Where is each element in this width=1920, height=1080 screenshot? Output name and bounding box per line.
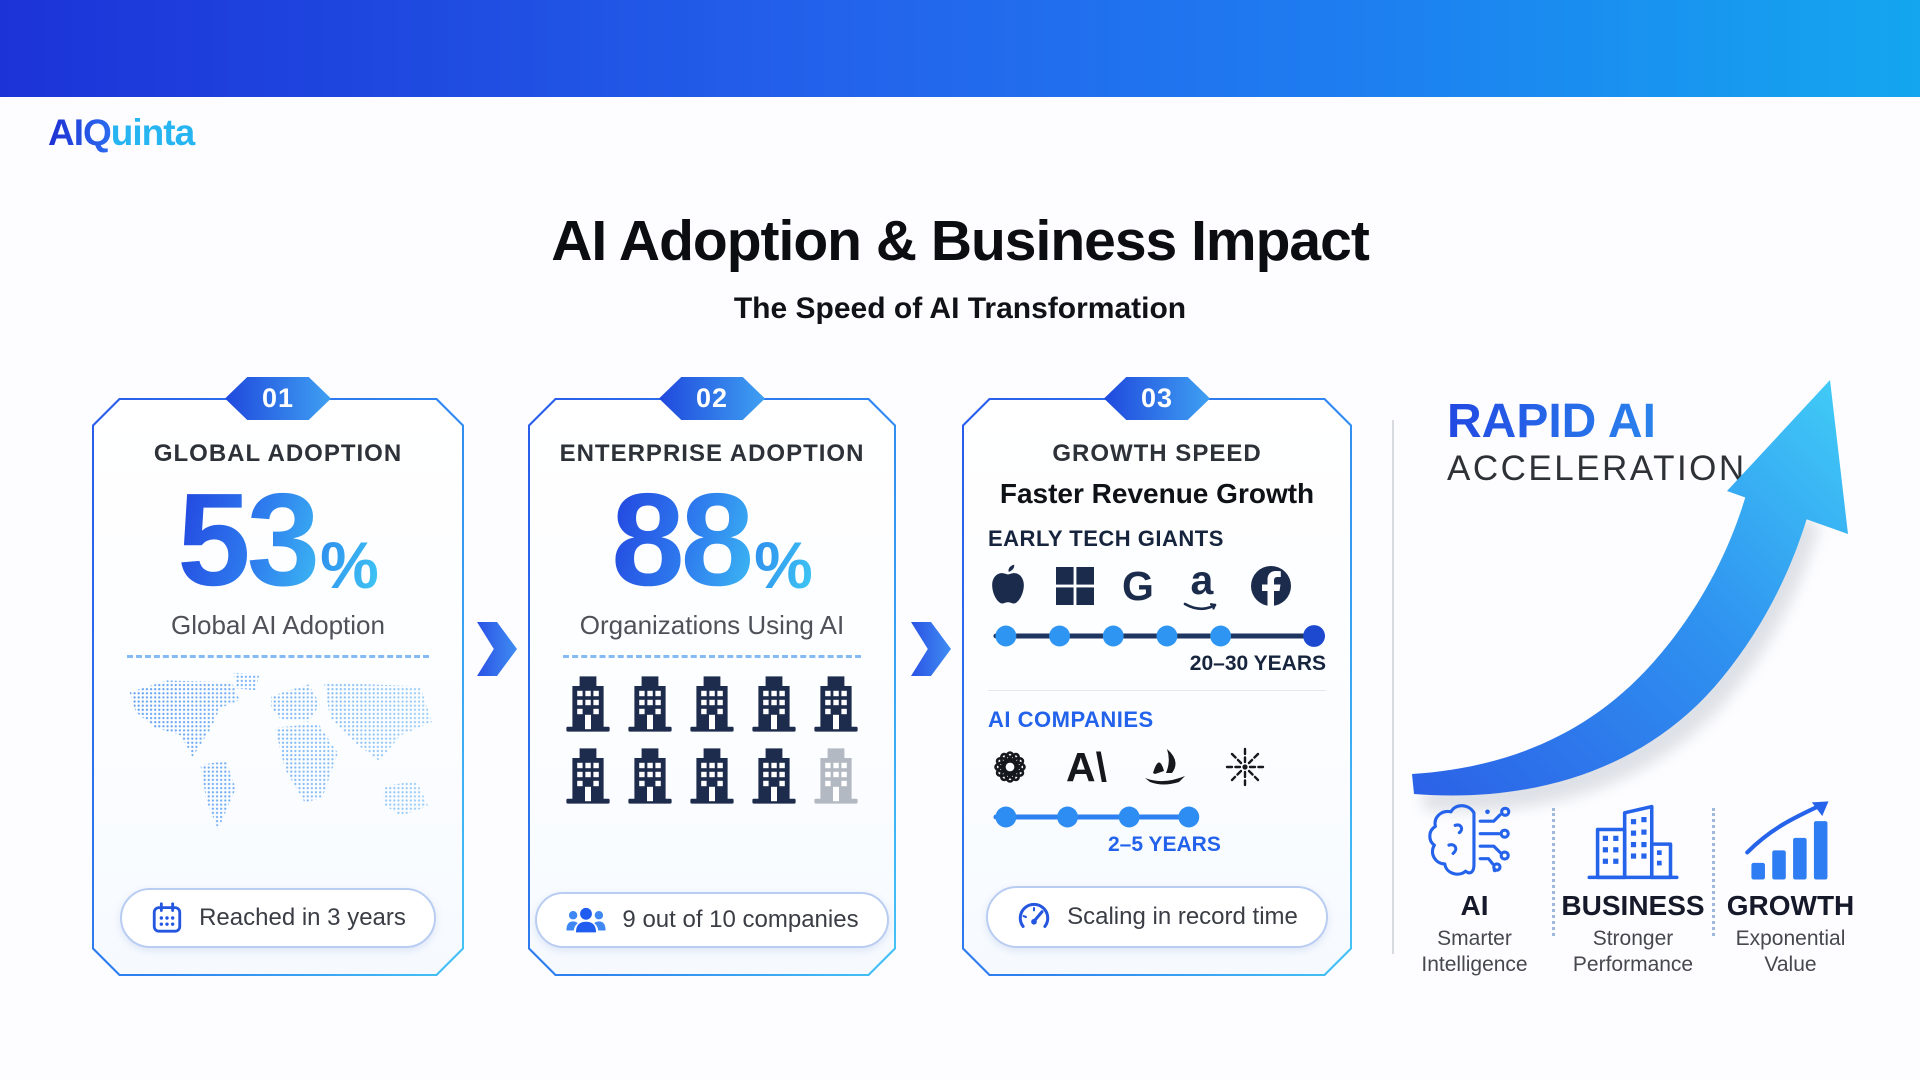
people-group-icon: [565, 905, 607, 935]
openai-logo-icon: [988, 745, 1032, 789]
ai-companies-logos: A\: [988, 743, 1267, 791]
stat-label: Organizations Using AI: [579, 610, 845, 640]
panel-divider: [1392, 420, 1394, 954]
card-global-adoption: GLOBAL ADOPTION 53% Global AI Adoption: [92, 377, 464, 976]
step-badge: 02: [659, 377, 765, 420]
tech-giants-label: EARLY TECH GIANTS: [988, 526, 1224, 551]
tech-giants-duration: 20–30 YEARS: [1189, 652, 1326, 675]
stat-number: 88: [611, 466, 751, 613]
impact-item-business: BUSINESS Stronger Performance: [1558, 798, 1708, 979]
building-icon: [750, 676, 798, 732]
facebook-logo-icon: [1250, 565, 1292, 607]
world-map: [116, 670, 440, 848]
speedometer-icon: [1016, 899, 1052, 935]
stat-value: 88%: [611, 474, 813, 606]
card-header: GROWTH SPEED: [1052, 440, 1262, 467]
amazon-logo-icon: a: [1182, 560, 1222, 613]
impact-item-ai: AI Smarter Intelligence: [1402, 798, 1547, 979]
rapid-ai-line1: RAPID AI: [1447, 396, 1747, 448]
stat-value: 53%: [177, 474, 379, 606]
dashed-divider: [127, 655, 429, 658]
building-icon: [626, 676, 674, 732]
google-logo-icon: G: [1122, 562, 1154, 609]
step-badge: 03: [1104, 377, 1210, 420]
dotted-separator: [1552, 808, 1555, 936]
building-icon: [564, 748, 612, 804]
impact-subtitle: Stronger Performance: [1572, 927, 1694, 977]
building-icon: [626, 748, 674, 804]
growth-chart-icon: [1744, 801, 1828, 880]
impact-subtitle: Exponential Value: [1735, 927, 1846, 977]
footer-pill: Reached in 3 years: [120, 888, 436, 948]
brand-logo-suffix: uinta: [110, 112, 195, 153]
buildings-icon: [1587, 804, 1679, 880]
page-title: AI Adoption & Business Impact: [551, 209, 1370, 273]
step-badge: 01: [225, 377, 331, 420]
impact-title: AI: [1460, 890, 1489, 921]
top-banner: [0, 0, 1920, 97]
dashed-divider: [563, 655, 861, 658]
building-icon: [688, 676, 736, 732]
footer-pill-label: Scaling in record time: [1067, 903, 1298, 930]
building-icon: [564, 676, 612, 732]
amazon-smile: [1182, 601, 1222, 613]
amazon-letter: a: [1190, 556, 1214, 603]
rapid-ai-line2: ACCELERATION: [1447, 448, 1747, 488]
stat-unit: %: [320, 528, 379, 602]
anthropic-logo-icon: A\: [1066, 743, 1107, 790]
card-header: GLOBAL ADOPTION: [153, 440, 403, 467]
stat-number: 53: [177, 466, 317, 613]
calendar-icon: [150, 901, 184, 935]
step-badge-number: 01: [261, 383, 295, 413]
brand-logo-prefix: AIQ: [48, 112, 112, 153]
section-separator: [988, 690, 1326, 691]
ai-spark-icon: [1223, 745, 1267, 789]
apple-logo-icon: [988, 564, 1028, 608]
midjourney-logo-icon: [1141, 745, 1189, 789]
ai-companies-label: AI COMPANIES: [988, 707, 1154, 732]
ai-companies-timeline: [988, 803, 1326, 831]
card-enterprise-adoption: ENTERPRISE ADOPTION 88% Organizations Us…: [528, 377, 896, 976]
buildings-grid: [564, 676, 860, 804]
tech-giants-logos: G a: [988, 562, 1292, 610]
brand-logo: AIQuinta: [48, 112, 195, 154]
stat-label: Global AI Adoption: [171, 610, 385, 640]
footer-pill: 9 out of 10 companies: [535, 892, 888, 948]
chevron-arrow-icon: [477, 622, 517, 676]
impact-title: BUSINESS: [1561, 890, 1705, 921]
page-subtitle: The Speed of AI Transformation: [733, 292, 1187, 325]
acceleration-arrow: [1412, 380, 1848, 812]
rapid-ai-title: RAPID AI ACCELERATION: [1447, 396, 1747, 488]
dotted-separator: [1712, 808, 1715, 936]
step-badge-number: 03: [1140, 383, 1174, 413]
microsoft-logo-icon: [1056, 567, 1094, 605]
impact-item-growth: GROWTH Exponential Value: [1718, 798, 1863, 979]
ai-companies-duration: 2–5 YEARS: [1108, 833, 1221, 856]
chevron-arrow-icon: [911, 622, 951, 676]
footer-pill: Scaling in record time: [986, 886, 1328, 948]
step-badge-number: 02: [695, 383, 729, 413]
stat-unit: %: [754, 528, 813, 602]
footer-pill-label: 9 out of 10 companies: [622, 906, 859, 933]
impact-title: GROWTH: [1726, 890, 1855, 921]
building-icon: [812, 676, 860, 732]
building-icon: [750, 748, 798, 804]
building-icon: [688, 748, 736, 804]
impact-subtitle: Smarter Intelligence: [1421, 927, 1528, 977]
card-headline: Faster Revenue Growth: [999, 478, 1315, 509]
tech-giants-timeline: [988, 622, 1326, 650]
footer-pill-label: Reached in 3 years: [199, 904, 406, 931]
building-icon-inactive: [812, 748, 860, 804]
card-growth-speed: GROWTH SPEED Faster Revenue Growth EARLY…: [962, 377, 1352, 976]
card-header: ENTERPRISE ADOPTION: [559, 440, 865, 467]
brain-circuit-icon: [1427, 804, 1510, 876]
